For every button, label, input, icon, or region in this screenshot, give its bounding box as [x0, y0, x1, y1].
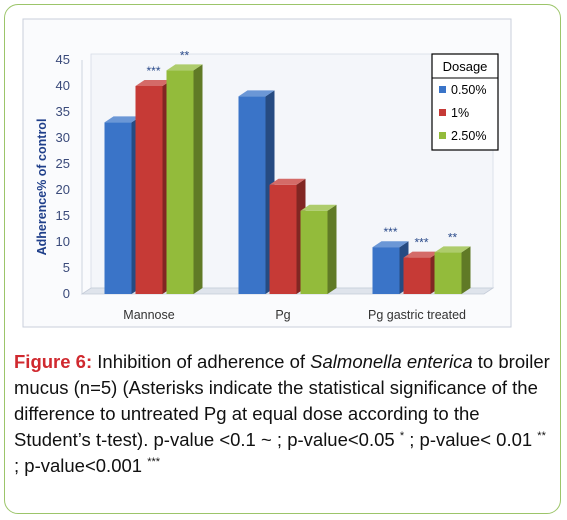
bar-top [434, 246, 471, 253]
bar-top [269, 178, 306, 185]
significance-label: ** [180, 48, 190, 62]
caption-text-4: ; p-value<0.001 [14, 455, 148, 476]
y-tick-label: 25 [56, 156, 70, 171]
bar-pg-gastric-treated-2 [403, 257, 431, 294]
y-tick-label: 35 [56, 104, 70, 119]
caption-species: Salmonella enterica [310, 351, 473, 372]
significance-label: *** [383, 225, 397, 239]
bar-mannose-3 [166, 70, 194, 295]
caption-sup-2: ** [537, 430, 546, 442]
bar-top [135, 80, 172, 86]
x-category-label: Mannose [123, 308, 174, 322]
y-tick-label: 40 [56, 78, 70, 93]
bar-pg-3 [300, 210, 328, 294]
bar-mannose-2 [135, 86, 163, 294]
x-category-label: Pg [275, 308, 290, 322]
bar-top [238, 90, 275, 97]
legend-item-label: 0.50% [451, 83, 486, 97]
bar-pg-1 [238, 96, 266, 295]
caption-sup-1: * [399, 430, 405, 442]
bar-top [300, 204, 337, 211]
bar-top [372, 241, 409, 248]
caption-text-1: Inhibition of adherence of [92, 351, 311, 372]
caption-text-2: to broiler mucus (n=5) (Asterisks indica… [14, 351, 550, 450]
bar-pg-gastric-treated-1 [372, 247, 400, 294]
caption-sup-3: *** [147, 456, 161, 468]
bar-top [166, 64, 203, 71]
bar-mannose-1 [104, 122, 132, 295]
legend-swatch [439, 109, 446, 116]
y-tick-label: 0 [63, 286, 70, 301]
caption-text-3: ; p-value< 0.01 [404, 429, 538, 450]
y-tick-label: 15 [56, 208, 70, 223]
bar-side [193, 64, 203, 295]
bar-side [327, 204, 337, 294]
figure-caption: Figure 6: Inhibition of adherence of Sal… [14, 349, 554, 479]
bar-top [403, 251, 440, 258]
bar-pg-2 [269, 184, 297, 294]
x-category-label: Pg gastric treated [368, 308, 466, 322]
y-tick-label: 30 [56, 130, 70, 145]
significance-label: *** [414, 236, 428, 250]
legend-item-label: 1% [451, 106, 469, 120]
bar-chart: 0 5 10 15 20 25 30 35 40 45 Adherence% of control *… [22, 18, 512, 328]
bar-pg-gastric-treated-3 [434, 252, 462, 294]
y-axis-title: Adherence% of control [35, 119, 49, 256]
bar-side [461, 246, 471, 294]
bar-top [104, 116, 141, 123]
legend-swatch [439, 132, 446, 139]
y-tick-label: 5 [63, 260, 70, 275]
significance-label: *** [146, 64, 160, 78]
legend-item-label: 2.50% [451, 129, 486, 143]
caption-label: Figure 6: [14, 351, 93, 372]
significance-label: ** [448, 230, 458, 244]
y-tick-label: 10 [56, 234, 70, 249]
y-tick-label: 20 [56, 182, 70, 197]
legend-swatch [439, 86, 446, 93]
y-tick-label: 45 [56, 52, 70, 67]
legend-title: Dosage [443, 59, 488, 74]
